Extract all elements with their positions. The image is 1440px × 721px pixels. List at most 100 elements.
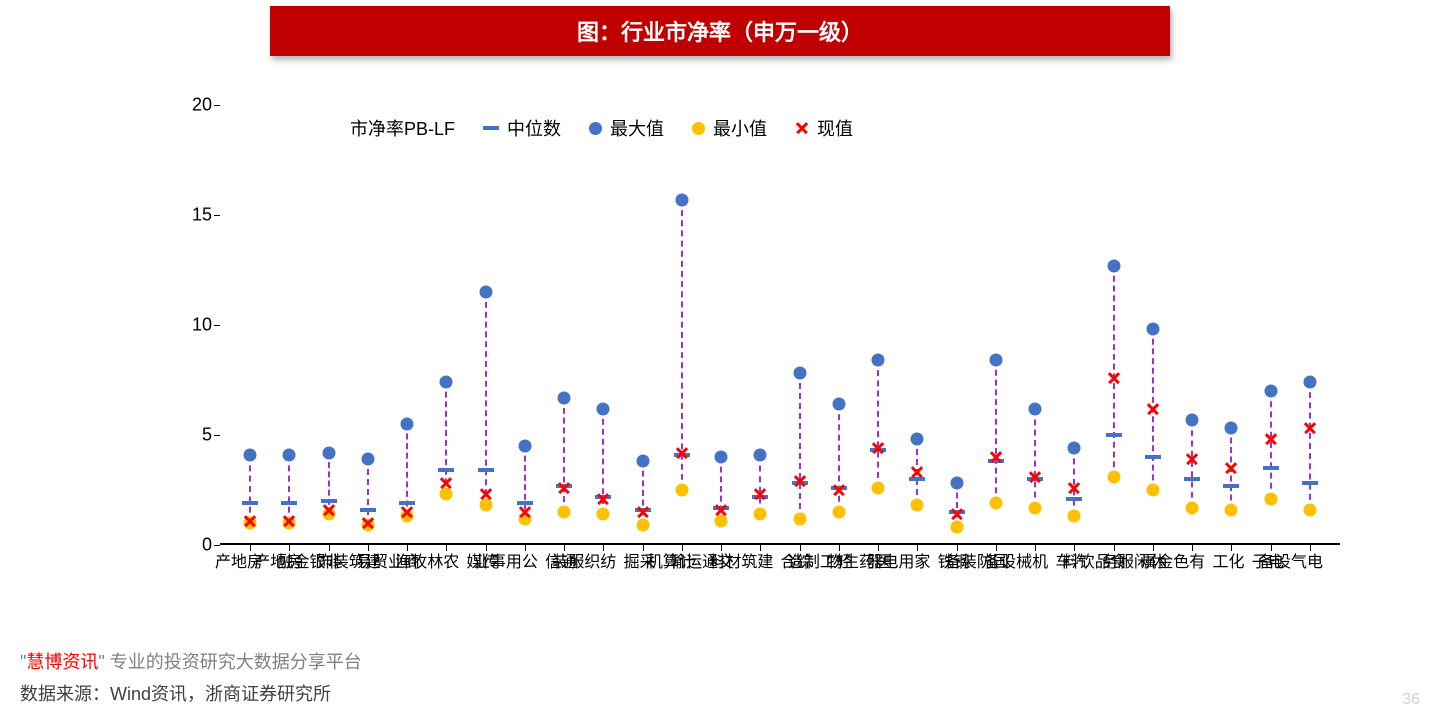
max-dot <box>1107 259 1120 272</box>
x-tick-mark <box>486 545 487 551</box>
x-tick-mark <box>1271 545 1272 551</box>
max-dot <box>440 376 453 389</box>
x-tick-label: 有色金属 <box>1182 553 1202 570</box>
x-tick-label: 公用事业 <box>515 553 535 570</box>
x-tick-mark <box>957 545 958 551</box>
current-x-mark <box>753 487 767 501</box>
y-tick-label: 10 <box>180 315 212 336</box>
current-x-mark <box>518 505 532 519</box>
x-tick-mark <box>643 545 644 551</box>
y-tick-mark <box>214 325 220 326</box>
range-line <box>1034 409 1036 508</box>
current-x-mark <box>871 441 885 455</box>
x-tick-mark <box>329 545 330 551</box>
range-line <box>249 455 251 523</box>
x-tick-mark <box>1114 545 1115 551</box>
max-dot <box>597 402 610 415</box>
x-tick-mark <box>250 545 251 551</box>
current-x-mark <box>675 446 689 460</box>
max-dot <box>518 440 531 453</box>
median-tick <box>1223 484 1239 488</box>
min-dot <box>1225 503 1238 516</box>
y-tick-label: 15 <box>180 205 212 226</box>
max-dot <box>1225 422 1238 435</box>
max-dot <box>1068 442 1081 455</box>
data-source-line: 数据来源：Wind资讯，浙商证券研究所 <box>20 680 331 706</box>
x-tick-mark <box>1192 545 1193 551</box>
min-dot <box>1186 501 1199 514</box>
current-x-mark <box>243 514 257 528</box>
median-tick <box>1145 455 1161 459</box>
current-x-mark <box>1185 452 1199 466</box>
min-dot <box>597 508 610 521</box>
current-x-mark <box>282 514 296 528</box>
max-dot <box>401 418 414 431</box>
max-dot <box>1264 385 1277 398</box>
x-tick-mark <box>760 545 761 551</box>
median-tick <box>1106 433 1122 437</box>
min-dot <box>1264 492 1277 505</box>
current-x-mark <box>1107 371 1121 385</box>
min-dot <box>675 484 688 497</box>
min-dot <box>793 512 806 525</box>
max-dot <box>950 477 963 490</box>
min-dot <box>872 481 885 494</box>
min-dot <box>1146 484 1159 497</box>
max-dot <box>1029 402 1042 415</box>
x-tick-mark <box>878 545 879 551</box>
x-tick-mark <box>1231 545 1232 551</box>
min-dot <box>989 497 1002 510</box>
max-dot <box>1186 413 1199 426</box>
y-tick-mark <box>214 105 220 106</box>
range-line <box>485 292 487 505</box>
watermark-line: "慧博资讯" 专业的投资研究大数据分享平台 <box>20 648 362 674</box>
x-tick-label: 电气设备 <box>1300 553 1320 570</box>
x-tick-mark <box>603 545 604 551</box>
x-tick-mark <box>1035 545 1036 551</box>
current-x-mark <box>832 483 846 497</box>
median-tick <box>1263 466 1279 470</box>
x-tick-label: 化工 <box>1221 553 1241 570</box>
current-x-mark <box>1264 432 1278 446</box>
range-line <box>759 455 761 514</box>
median-tick <box>281 501 297 505</box>
x-tick-label: 家用电器 <box>907 553 927 570</box>
x-tick-mark <box>289 545 290 551</box>
min-dot <box>636 519 649 532</box>
median-tick <box>438 468 454 472</box>
page-number: 36 <box>1402 691 1420 709</box>
min-dot <box>1107 470 1120 483</box>
max-dot <box>754 448 767 461</box>
current-x-mark <box>1067 481 1081 495</box>
min-dot <box>911 499 924 512</box>
range-line <box>799 373 801 518</box>
median-tick <box>478 468 494 472</box>
max-dot <box>361 453 374 466</box>
current-x-mark <box>1146 402 1160 416</box>
x-tick-mark <box>368 545 369 551</box>
current-x-mark <box>400 505 414 519</box>
min-dot <box>1304 503 1317 516</box>
median-tick <box>1184 477 1200 481</box>
chart-title-bar: 图：行业市净率（申万一级） <box>270 6 1170 56</box>
y-tick-mark <box>214 435 220 436</box>
max-dot <box>675 193 688 206</box>
x-tick-label: 纺织服装 <box>593 553 613 570</box>
current-x-mark <box>361 516 375 530</box>
y-tick-label: 5 <box>180 425 212 446</box>
x-tick-mark <box>525 545 526 551</box>
x-tick-label: 建筑材料 <box>750 553 770 570</box>
median-tick <box>1066 497 1082 501</box>
min-dot <box>1068 510 1081 523</box>
max-dot <box>636 455 649 468</box>
y-tick-label: 20 <box>180 95 212 116</box>
max-dot <box>715 451 728 464</box>
x-tick-mark <box>564 545 565 551</box>
current-x-mark <box>793 474 807 488</box>
x-tick-mark <box>1153 545 1154 551</box>
range-line <box>995 360 997 503</box>
max-dot <box>322 446 335 459</box>
x-tick-mark <box>446 545 447 551</box>
max-dot <box>872 354 885 367</box>
y-tick-mark <box>214 545 220 546</box>
